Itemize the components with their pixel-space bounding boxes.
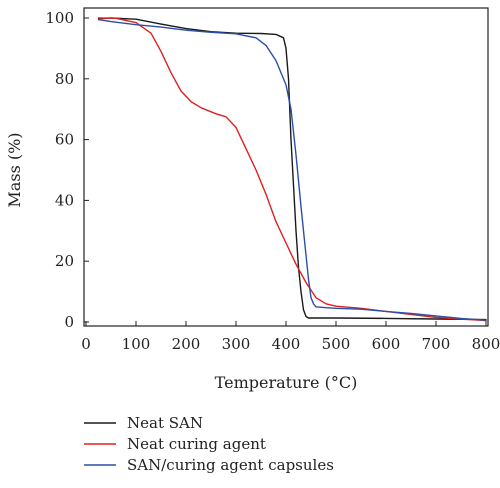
y-tick-label: 100 <box>45 9 74 27</box>
x-tick-label: 400 <box>272 335 301 353</box>
series-line-neat-san <box>97 17 487 321</box>
x-tick-label: 700 <box>422 335 451 353</box>
legend: Neat SAN Neat curing agent SAN/curing agen… <box>84 414 334 474</box>
legend-label: Neat SAN <box>127 414 203 432</box>
legend-label: SAN/curing agent capsules <box>127 456 334 474</box>
y-tick-label: 0 <box>64 313 74 331</box>
y-tick-label: 20 <box>55 252 74 270</box>
y-axis-title: Mass (%) <box>5 132 24 207</box>
x-tick-label: 200 <box>172 335 201 353</box>
plot-lines <box>97 17 487 322</box>
y-tick-label: 40 <box>55 191 74 209</box>
x-axis-title: Temperature (°C) <box>215 373 358 392</box>
y-axis-ticks: 0 20 40 60 80 100 <box>45 9 89 331</box>
y-tick-label: 80 <box>55 70 74 88</box>
y-tick-label: 60 <box>55 131 74 149</box>
x-tick-label: 100 <box>122 335 151 353</box>
x-tick-label: 800 <box>472 335 500 353</box>
series-line-san-curing-agent-capsules <box>97 18 487 321</box>
x-tick-label: 500 <box>322 335 351 353</box>
legend-label: Neat curing agent <box>127 435 266 453</box>
x-tick-label: 0 <box>81 335 91 353</box>
x-axis-ticks: 0 100 200 300 400 500 600 700 800 <box>81 321 500 353</box>
x-tick-label: 600 <box>372 335 401 353</box>
x-tick-label: 300 <box>222 335 251 353</box>
